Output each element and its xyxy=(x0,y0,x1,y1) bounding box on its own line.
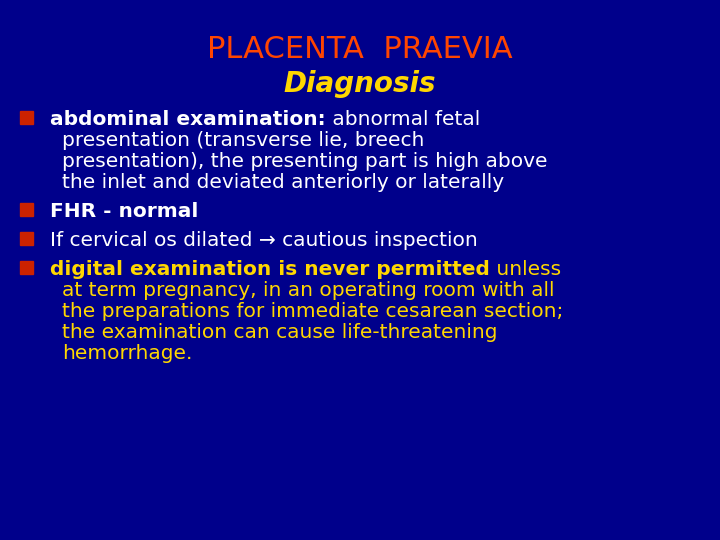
Text: presentation), the presenting part is high above: presentation), the presenting part is hi… xyxy=(62,152,547,171)
Text: the inlet and deviated anteriorly or laterally: the inlet and deviated anteriorly or lat… xyxy=(62,173,504,192)
Text: presentation (transverse lie, breech: presentation (transverse lie, breech xyxy=(62,131,424,150)
Text: FHR - normal: FHR - normal xyxy=(50,202,199,221)
Text: hemorrhage.: hemorrhage. xyxy=(62,344,192,363)
Text: abdominal examination:: abdominal examination: xyxy=(50,110,325,129)
Text: PLACENTA  PRAEVIA: PLACENTA PRAEVIA xyxy=(207,35,513,64)
Text: abnormal fetal: abnormal fetal xyxy=(325,110,480,129)
Text: the examination can cause life-threatening: the examination can cause life-threateni… xyxy=(62,323,498,342)
Text: the preparations for immediate cesarean section;: the preparations for immediate cesarean … xyxy=(62,302,563,321)
Text: Diagnosis: Diagnosis xyxy=(284,70,436,98)
Text: at term pregnancy, in an operating room with all: at term pregnancy, in an operating room … xyxy=(62,281,554,300)
Text: If cervical os dilated → cautious inspection: If cervical os dilated → cautious inspec… xyxy=(50,231,478,250)
Text: unless: unless xyxy=(490,260,561,279)
FancyBboxPatch shape xyxy=(20,203,33,216)
Text: digital examination is never permitted: digital examination is never permitted xyxy=(50,260,490,279)
FancyBboxPatch shape xyxy=(20,232,33,245)
FancyBboxPatch shape xyxy=(20,261,33,274)
FancyBboxPatch shape xyxy=(20,111,33,124)
